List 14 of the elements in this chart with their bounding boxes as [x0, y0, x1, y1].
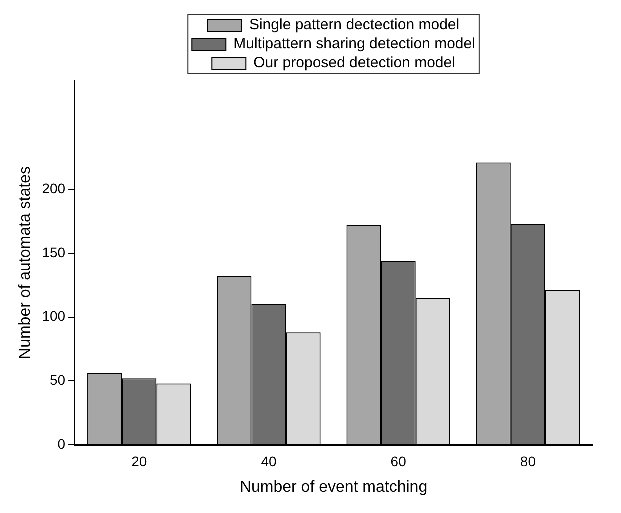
y-tick-label: 100	[42, 308, 66, 324]
legend-label: Our proposed detection model	[254, 54, 456, 72]
x-tick-label: 80	[520, 453, 536, 470]
x-tick-label: 40	[261, 453, 277, 470]
x-tick-label: 60	[390, 453, 407, 470]
x-tick-label: 20	[132, 453, 148, 470]
y-tick-label: 50	[50, 372, 66, 388]
legend-label: Single pattern dectection model	[249, 16, 460, 34]
y-tick-label: 150	[42, 244, 66, 260]
legend-label: Multipattern sharing detection model	[234, 36, 476, 53]
x-axis-title: Number of event matching	[240, 478, 428, 496]
y-axis-title: Number of automata states	[17, 166, 34, 360]
y-tick-label: 0	[58, 436, 66, 452]
y-tick-label: 200	[42, 180, 66, 196]
